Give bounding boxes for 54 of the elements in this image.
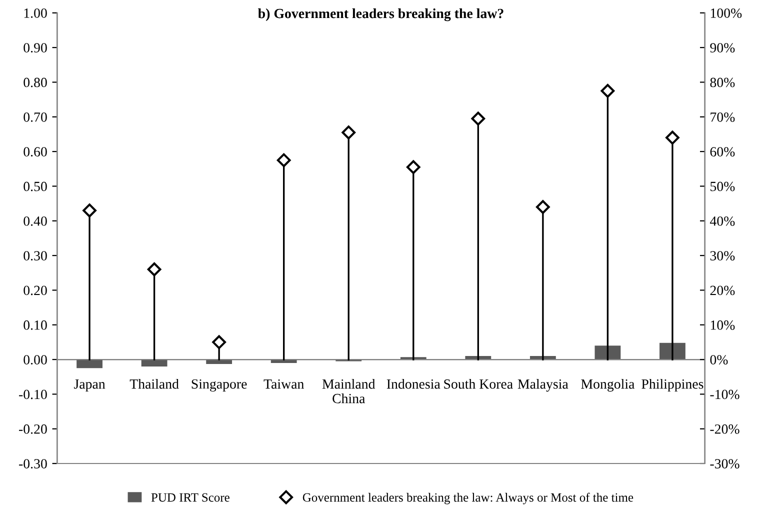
y-tick-label: 0.20 [24,286,47,296]
x-tick-label: Mainland China [322,378,376,404]
point [471,112,486,126]
point [212,335,226,350]
y2-tick-label: 100% [710,8,742,18]
y2-tick-label: 40% [710,216,735,226]
y-tick-label: -0.20 [19,424,47,434]
y-tick-label: 0.70 [24,112,47,122]
x-tick-label: Mongolia [581,378,635,392]
point [600,84,615,98]
point [147,262,162,276]
legend-label: Government leaders breaking the law: Always or Most of the time [302,492,634,504]
point [82,204,96,218]
y-tick-label: -0.30 [19,459,47,469]
y2-tick-label: 50% [710,182,735,192]
y-tick-label: 1.00 [24,8,47,18]
x-tick-label: Taiwan [264,379,304,389]
y-tick-label: 0.40 [24,216,47,226]
y-tick-label: 0.30 [24,251,47,261]
x-tick-label: Singapore [192,379,247,392]
y2-tick-label: 20% [710,286,735,296]
y-tick-label: 0.80 [24,78,47,88]
bar [141,360,168,366]
y2-tick-label: -10% [710,390,740,400]
y-tick-label: -0.10 [19,390,47,400]
x-tick-label: South Korea [444,378,513,389]
y-tick-label: 0.10 [24,320,47,330]
y2-tick-label: -30% [710,459,740,468]
y2-tick-label: 30% [710,251,735,261]
y2-tick-label: 80% [710,78,735,88]
x-tick-label: Malaysia [518,378,568,392]
x-tick-label: Thailand [130,378,179,389]
x-tick-label: Philippines [642,378,704,392]
y2-tick-label: 60% [710,147,735,157]
bar [76,360,102,368]
y2-tick-label: 90% [710,43,735,53]
chart-title: b) Government leaders breaking the law? [258,8,504,22]
legend-label: PUD IRT Score [151,493,230,502]
y2-tick-label: 10% [710,320,735,330]
bar [594,346,621,360]
y-tick-label: 0.90 [24,43,47,53]
y2-tick-label: 70% [710,112,735,122]
point [342,126,356,140]
point [276,153,291,168]
point [406,160,420,174]
y2-tick-label: 0% [710,355,728,365]
y-tick-label: 0.60 [24,147,47,157]
x-tick-label: Indonesia [386,378,440,389]
point [536,200,550,214]
y-tick-label: 0.50 [24,182,47,192]
y-tick-label: 0.00 [24,355,47,365]
y2-tick-label: -20% [710,424,740,434]
x-tick-label: Japan [74,379,106,392]
point [666,130,680,145]
